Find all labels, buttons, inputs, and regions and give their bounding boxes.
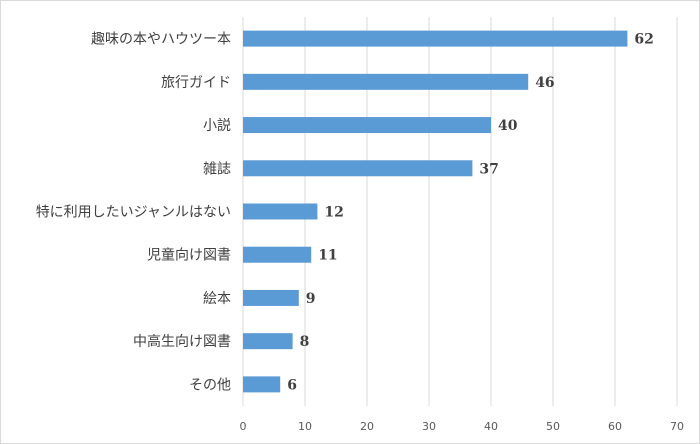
- bar: [243, 376, 281, 393]
- category-label: 特に利用したいジャンルはない: [36, 205, 231, 221]
- x-tick-label: 50: [546, 420, 560, 433]
- bar: [243, 333, 293, 350]
- bar: [243, 73, 529, 90]
- bar: [243, 160, 473, 177]
- category-label: その他: [189, 377, 231, 393]
- category-label: 児童向け図書: [147, 247, 231, 264]
- bar: [243, 203, 318, 220]
- category-label: 雑誌: [203, 161, 231, 177]
- x-tick-label: 70: [670, 420, 684, 433]
- x-tick-label: 0: [240, 420, 247, 433]
- data-label: 12: [324, 205, 343, 221]
- value-labels: 62 46 40 37 12 11 9 8 6: [287, 32, 654, 394]
- bar: [243, 289, 299, 306]
- x-tick-label: 20: [360, 420, 374, 433]
- data-label: 8: [300, 334, 310, 350]
- data-label: 46: [535, 75, 554, 91]
- category-label: 絵本: [203, 291, 231, 307]
- bar: [243, 30, 628, 47]
- data-label: 11: [318, 248, 337, 264]
- data-label: 6: [287, 377, 297, 393]
- data-label: 62: [634, 32, 653, 48]
- bars: [243, 30, 628, 393]
- data-label: 37: [479, 161, 498, 177]
- category-label: 中高生向け図書: [133, 333, 231, 350]
- data-label: 9: [306, 291, 316, 307]
- x-tick-label: 30: [422, 420, 436, 433]
- category-label: 趣味の本やハウツー本: [91, 32, 231, 48]
- category-label: 旅行ガイド: [161, 75, 231, 91]
- category-labels: 趣味の本やハウツー本旅行ガイド小説雑誌特に利用したいジャンルはない児童向け図書絵…: [36, 32, 231, 394]
- bar: [243, 117, 491, 134]
- x-axis-tick-labels: 0 10 20 30 40 50 60 70: [240, 420, 685, 433]
- x-tick-label: 40: [484, 420, 498, 433]
- bar: [243, 246, 312, 263]
- category-label: 小説: [203, 118, 231, 134]
- x-tick-label: 10: [298, 420, 312, 433]
- x-tick-label: 60: [608, 420, 622, 433]
- data-label: 40: [498, 118, 518, 134]
